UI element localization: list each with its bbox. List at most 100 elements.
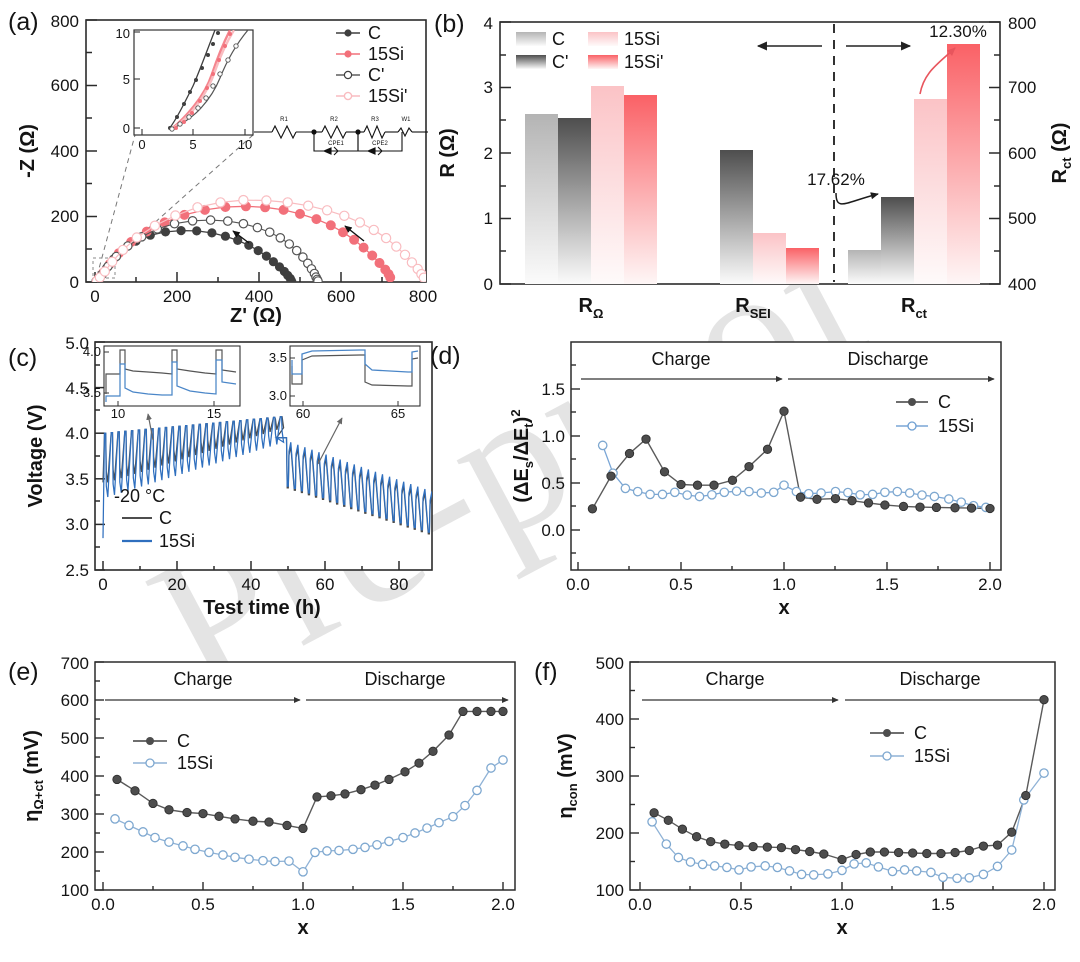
panel-c-inset-right: 3.5 3.0 60 65: [269, 345, 421, 421]
panel-f-xtick-1: 0.5: [729, 895, 753, 914]
bar-Romega-15Si: [591, 86, 624, 284]
panel-d-ytick-3: 1.5: [541, 380, 565, 399]
panel-c-label: (c): [8, 344, 38, 372]
panel-c-legend-label-1: 15Si: [159, 531, 195, 551]
panel-f-ytick-2: 300: [596, 767, 624, 786]
panel-b-left-axis: 0 1 2 3 4: [484, 14, 511, 294]
panel-c-xtick-2: 40: [242, 575, 261, 594]
panel-c-xtick-4: 80: [390, 575, 409, 594]
panel-a-series-group: [91, 134, 426, 282]
panel-b-annotation-0: 17.62%: [807, 170, 865, 189]
bar-Romega-Cp: [558, 118, 591, 284]
panel-d-ytick-2: 1.0: [541, 427, 565, 446]
panel-c-xtick-0: 0: [98, 575, 107, 594]
panel-e-chart: 100 200 300 400 500 600 700 0.0 0.5 1.0 …: [21, 654, 516, 939]
bar-Rct-15Si: [914, 99, 947, 284]
panel-f-ylabel-main: η: [555, 806, 577, 818]
panel-e-ytick-6: 700: [61, 654, 89, 673]
panel-d-markers-C: [587, 406, 995, 514]
panel-e-ylabel-unit: (mV): [21, 730, 43, 780]
zoom-region-box: [92, 257, 116, 279]
circuit-label-R2: R2: [330, 117, 338, 123]
panel-f-markers-C: [649, 695, 1049, 865]
panel-d-xlabel: x: [778, 597, 789, 619]
panel-b-xtick-1: RSEI: [735, 295, 770, 321]
circuit-label-CPE1: CPE1: [328, 141, 344, 147]
panel-d-legend-label-0: C: [938, 392, 951, 412]
panel-c-x-axis: 0 20 40 60 80: [98, 561, 408, 594]
panel-f-xtick-3: 1.5: [931, 895, 955, 914]
panel-f-xtick-0: 0.0: [628, 895, 652, 914]
panel-b-rtick-1: 500: [1008, 209, 1036, 228]
panel-c-series-group: [102, 416, 432, 539]
panel-c-ytick-1: 3.0: [65, 515, 89, 534]
panel-b-legend-swatch-2: [516, 55, 546, 69]
panel-e-ylabel-sub: Ω+ct: [31, 779, 46, 809]
panel-e-phase-label-0: Charge: [173, 669, 232, 689]
panel-f-ytick-3: 400: [596, 710, 624, 729]
panel-e-phase-arrows: Charge Discharge: [105, 669, 509, 704]
panel-d-ytick-0: 0.0: [541, 521, 565, 540]
panel-c-inset-left-ytick-0: 3.5: [83, 385, 101, 400]
panel-c-ytick-4: 4.5: [65, 379, 89, 398]
bar-Rsei-Cp: [720, 150, 753, 284]
panel-d-legend-label-1: 15Si: [938, 416, 974, 436]
panel-b-right-axis: 400 500 600 700 800: [989, 14, 1036, 294]
panel-d-label: (d): [430, 342, 461, 370]
bar-Rsei-15Sip: [786, 248, 819, 284]
panel-b-ltick-1: 1: [484, 209, 493, 228]
panel-e-legend-label-0: C: [177, 731, 190, 751]
circuit-label-W1: W1: [402, 117, 412, 123]
panel-f-ytick-0: 100: [596, 881, 624, 900]
panel-b-xtick-1-sub: SEI: [750, 306, 771, 321]
inset-curve-Cprime: [169, 30, 249, 131]
circuit-label-CPE2: CPE2: [372, 141, 388, 147]
panel-a: (a) 0 200 400 600 800: [0, 0, 437, 327]
panel-a-ytick-4: 800: [51, 12, 79, 31]
circuit-label-R1: R1: [280, 117, 288, 123]
panel-d: (d) 0.0 0.5 1.0 1.5 0.: [428, 322, 1080, 644]
panel-e-ytick-3: 400: [61, 767, 89, 786]
panel-b-annotation-arrow-0: [835, 192, 879, 205]
panel-d-y-axis: 0.0 0.5 1.0 1.5: [541, 364, 580, 554]
panel-c-ytick-3: 4.0: [65, 424, 89, 443]
panel-a-x-axis: 0 200 400 600 800: [90, 272, 437, 306]
panel-b-bars: [525, 44, 980, 284]
panel-a-label: (a): [8, 8, 39, 36]
panel-f-y-axis: 100 200 300 400 500: [596, 654, 639, 900]
panel-e-frame: [94, 661, 516, 891]
panel-d-phase-label-0: Charge: [651, 349, 710, 369]
panel-e-ytick-4: 500: [61, 729, 89, 748]
bar-Rct-15Sip: [947, 44, 980, 284]
panel-c-ytick-0: 2.5: [65, 561, 89, 580]
panel-f-ytick-1: 200: [596, 824, 624, 843]
panel-b: (b): [428, 0, 1080, 325]
panel-d-phase-label-1: Discharge: [847, 349, 928, 369]
panel-d-phase-arrows: Charge Discharge: [581, 349, 995, 383]
equivalent-circuit-diagram: R1 R2 CPE1 R3 CPE2 W1: [254, 117, 428, 156]
panel-c-xlabel: Test time (h): [203, 597, 320, 619]
panel-f-phase-label-1: Discharge: [899, 669, 980, 689]
panel-d-frame: [570, 341, 1002, 571]
panel-d-markers-15Si: [597, 440, 991, 513]
panel-e-xtick-1: 0.5: [191, 895, 215, 914]
panel-e-ytick-1: 200: [61, 843, 89, 862]
panel-b-xtick-2-sub: ct: [915, 306, 927, 321]
panel-e-ytick-0: 100: [61, 881, 89, 900]
panel-d-ytick-1: 0.5: [541, 474, 565, 493]
panel-a-ytick-0: 0: [70, 273, 79, 292]
panel-d-xtick-3: 1.5: [875, 575, 899, 594]
panel-e-legend-label-1: 15Si: [177, 753, 213, 773]
panel-b-ltick-4: 4: [484, 14, 493, 33]
panel-c-temperature-label: -20 °C: [114, 486, 165, 506]
panel-a-ytick-3: 600: [51, 76, 79, 95]
panel-d-xtick-1: 0.5: [669, 575, 693, 594]
panel-b-xtick-2: Rct: [901, 295, 928, 321]
panel-b-legend-label-1: 15Si: [624, 29, 660, 49]
panel-b-ltick-2: 2: [484, 144, 493, 163]
panel-a-legend-label-2: C': [368, 65, 384, 85]
panel-b-legend-label-3: 15Si': [624, 52, 663, 72]
panel-a-inset-ytick-2: 10: [116, 26, 130, 41]
panel-d-xtick-4: 2.0: [978, 575, 1002, 594]
